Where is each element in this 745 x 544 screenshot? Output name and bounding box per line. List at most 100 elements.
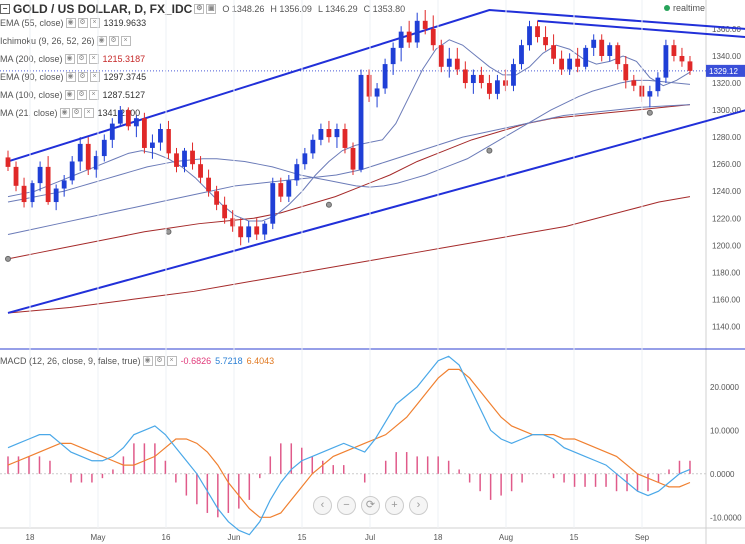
settings-icon[interactable]: ⚙ (77, 18, 88, 28)
close-icon[interactable]: × (89, 18, 100, 28)
candle-body (101, 139, 107, 157)
candle-body (687, 61, 693, 71)
macd-line (7, 355, 691, 536)
candle-body (535, 26, 540, 38)
candle-body (679, 55, 685, 62)
indicator-label: EMA (55, close) (0, 18, 64, 28)
candle-body (607, 45, 613, 56)
eye-icon[interactable]: ◉ (96, 36, 107, 46)
candle-body (158, 129, 163, 143)
y-tick-label: 1160.00 (712, 295, 741, 304)
eye-icon[interactable]: ◉ (65, 18, 76, 28)
y-tick-label: 1300.00 (712, 106, 741, 115)
candle-body (503, 80, 508, 86)
close-icon[interactable]: × (166, 356, 177, 366)
candle-body (591, 39, 597, 48)
ma-marker (165, 228, 172, 235)
close-icon[interactable]: × (120, 36, 131, 46)
close-icon[interactable]: × (83, 108, 94, 118)
y-tick-label: 1180.00 (712, 268, 741, 277)
scroll-right-button[interactable]: › (409, 496, 428, 515)
candle-body (647, 91, 653, 97)
macd-signal-line (7, 368, 691, 518)
ma100-line (7, 104, 691, 235)
candle-body (478, 74, 484, 84)
candle-body (583, 47, 589, 67)
settings-icon[interactable]: ⚙ (77, 72, 88, 82)
candle-body (559, 58, 565, 70)
candle-body (5, 157, 11, 167)
indicator-value: 1287.5127 (102, 90, 146, 100)
scroll-left-button[interactable]: ‹ (313, 496, 332, 515)
candle-body (45, 166, 51, 203)
x-tick-label: Jun (228, 533, 241, 542)
settings-icon[interactable]: ⚙ (154, 356, 165, 366)
candle-body (133, 118, 139, 127)
macd-y-tick-label: 20.0000 (710, 383, 739, 392)
zoom-out-button[interactable]: − (337, 496, 356, 515)
zoom-in-button[interactable]: + (385, 496, 404, 515)
candle-body (495, 80, 500, 94)
settings-icon[interactable]: ⚙ (76, 54, 87, 64)
candle-body (230, 218, 236, 227)
ohlc-open: O 1348.26 (222, 4, 265, 14)
candle-body (631, 80, 637, 86)
reset-button[interactable]: ⟳ (361, 496, 380, 515)
ohlc-low: L 1346.29 (317, 4, 358, 14)
chart-title: − GOLD / US DOLLAR, D, FX_IDC ⚙ ▣ O 1348… (0, 2, 405, 16)
candle-body (77, 143, 83, 162)
candle-body (294, 164, 300, 181)
candle-body (374, 88, 380, 97)
candle-body (446, 58, 452, 67)
candle-body (671, 45, 677, 56)
collapse-icon[interactable]: − (0, 4, 10, 14)
candle-body (342, 129, 348, 148)
y-tick-label: 1340.00 (712, 52, 741, 61)
candle-body (262, 223, 268, 235)
candle-body (286, 180, 292, 197)
indicator-value: 1319.9633 (103, 18, 147, 28)
candle-body (182, 150, 187, 167)
settings-icon[interactable]: ⚙ (76, 90, 87, 100)
eye-icon[interactable]: ◉ (65, 72, 76, 82)
eye-icon[interactable]: ◉ (59, 108, 70, 118)
candle-body (326, 129, 332, 138)
x-tick-label: 15 (298, 533, 307, 542)
candle-body (270, 183, 276, 224)
x-tick-label: Sep (635, 533, 650, 542)
candle-body (117, 110, 123, 124)
candle-body (278, 183, 284, 197)
settings-icon[interactable]: ⚙ (108, 36, 119, 46)
candle-body (350, 147, 356, 170)
eye-icon[interactable]: ◉ (142, 356, 153, 366)
candle-body (599, 39, 605, 56)
eye-icon[interactable]: ◉ (64, 90, 75, 100)
current-price-tag (706, 64, 745, 77)
ma-marker (646, 109, 653, 116)
camera-icon[interactable]: ▣ (206, 4, 217, 14)
candle-body (334, 129, 340, 138)
close-icon[interactable]: × (89, 72, 100, 82)
candle-body (382, 64, 388, 89)
candle-body (623, 64, 629, 81)
x-tick-label: May (90, 533, 105, 542)
settings-icon[interactable]: ⚙ (194, 4, 205, 14)
y-tick-label: 1260.00 (712, 160, 741, 169)
ma-marker (5, 255, 11, 262)
macd-y-tick-label: -10.0000 (710, 513, 742, 522)
y-tick-label: 1280.00 (712, 133, 741, 142)
candle-body (125, 110, 131, 127)
y-tick-label: 1140.00 (712, 322, 741, 331)
candle-body (141, 118, 147, 148)
macd-label: MACD (12, 26, close, 9, false, true) (0, 356, 141, 366)
candle-body (406, 31, 412, 43)
candle-body (567, 58, 573, 70)
settings-icon[interactable]: ⚙ (71, 108, 82, 118)
candle-body (174, 153, 179, 167)
eye-icon[interactable]: ◉ (64, 54, 75, 64)
indicator-value: 1297.3745 (103, 72, 147, 82)
x-tick-label: 18 (26, 533, 35, 542)
candle-body (663, 45, 669, 78)
candle-body (85, 143, 91, 170)
